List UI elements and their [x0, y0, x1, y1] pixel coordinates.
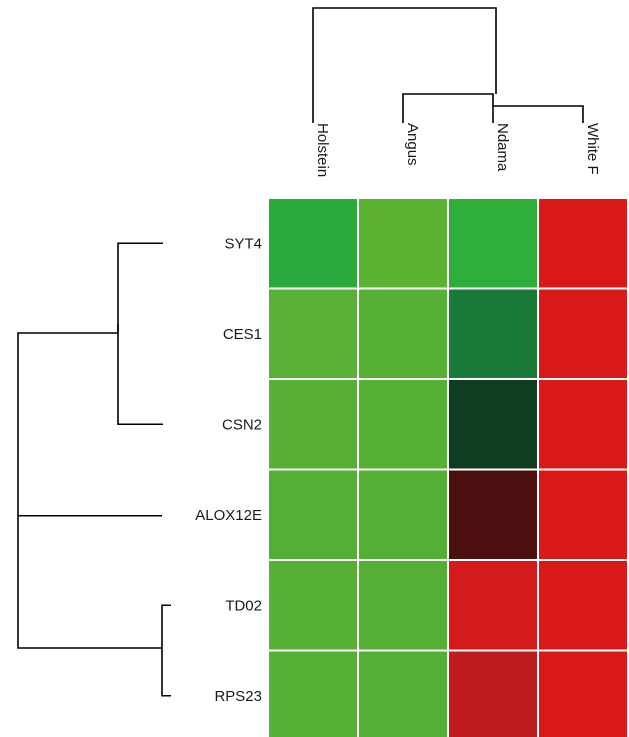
column-labels: Holstein Angus Ndama White F: [314, 123, 601, 177]
cell-td02-holstein: [267, 559, 359, 652]
cell-ces1-white-f: [537, 287, 629, 380]
cell-alox12e-white-f: [537, 468, 629, 561]
column-label-ndama: Ndama: [494, 123, 511, 172]
cell-syt4-angus: [357, 197, 449, 290]
column-label-white-f: White F: [584, 123, 601, 175]
cell-ces1-angus: [357, 287, 449, 380]
col-dendro-link-ndama-whitef: [492, 105, 584, 123]
column-dendrogram: [312, 7, 584, 123]
row-label-rps23: RPS23: [214, 688, 262, 705]
row-dendro-link-root: [17, 323, 162, 649]
cell-syt4-holstein: [267, 197, 359, 290]
cell-csn2-ndama: [447, 378, 539, 471]
col-dendro-link-root: [312, 7, 497, 123]
row-label-alox12e: ALOX12E: [195, 507, 262, 524]
cell-rps23-white-f: [537, 649, 629, 737]
cell-td02-white-f: [537, 559, 629, 652]
cell-ces1-holstein: [267, 287, 359, 380]
column-label-angus: Angus: [404, 123, 421, 166]
row-dendro-link-ces1-csn2: [117, 242, 163, 426]
cell-syt4-ndama: [447, 197, 539, 290]
cell-alox12e-angus: [357, 468, 449, 561]
row-dendrogram: [17, 242, 171, 697]
cell-td02-ndama: [447, 559, 539, 652]
heatmap-cells: [267, 197, 629, 737]
row-label-td02: TD02: [225, 597, 262, 614]
col-dendro-link-angus-cluster: [402, 93, 494, 123]
row-dendro-link-td02-rps23: [161, 604, 171, 697]
cell-rps23-holstein: [267, 649, 359, 737]
cell-td02-angus: [357, 559, 449, 652]
column-label-holstein: Holstein: [314, 123, 331, 177]
cell-csn2-white-f: [537, 378, 629, 471]
cell-alox12e-holstein: [267, 468, 359, 561]
cell-csn2-angus: [357, 378, 449, 471]
row-label-syt4: SYT4: [224, 235, 262, 252]
cell-alox12e-ndama: [447, 468, 539, 561]
cell-syt4-white-f: [537, 197, 629, 290]
row-label-csn2: CSN2: [222, 416, 262, 433]
cell-rps23-angus: [357, 649, 449, 737]
cell-ces1-ndama: [447, 287, 539, 380]
cell-csn2-holstein: [267, 378, 359, 471]
row-label-ces1: CES1: [223, 326, 262, 343]
cell-rps23-ndama: [447, 649, 539, 737]
row-labels: SYT4 CES1 CSN2 ALOX12E TD02 RPS23: [195, 235, 262, 705]
